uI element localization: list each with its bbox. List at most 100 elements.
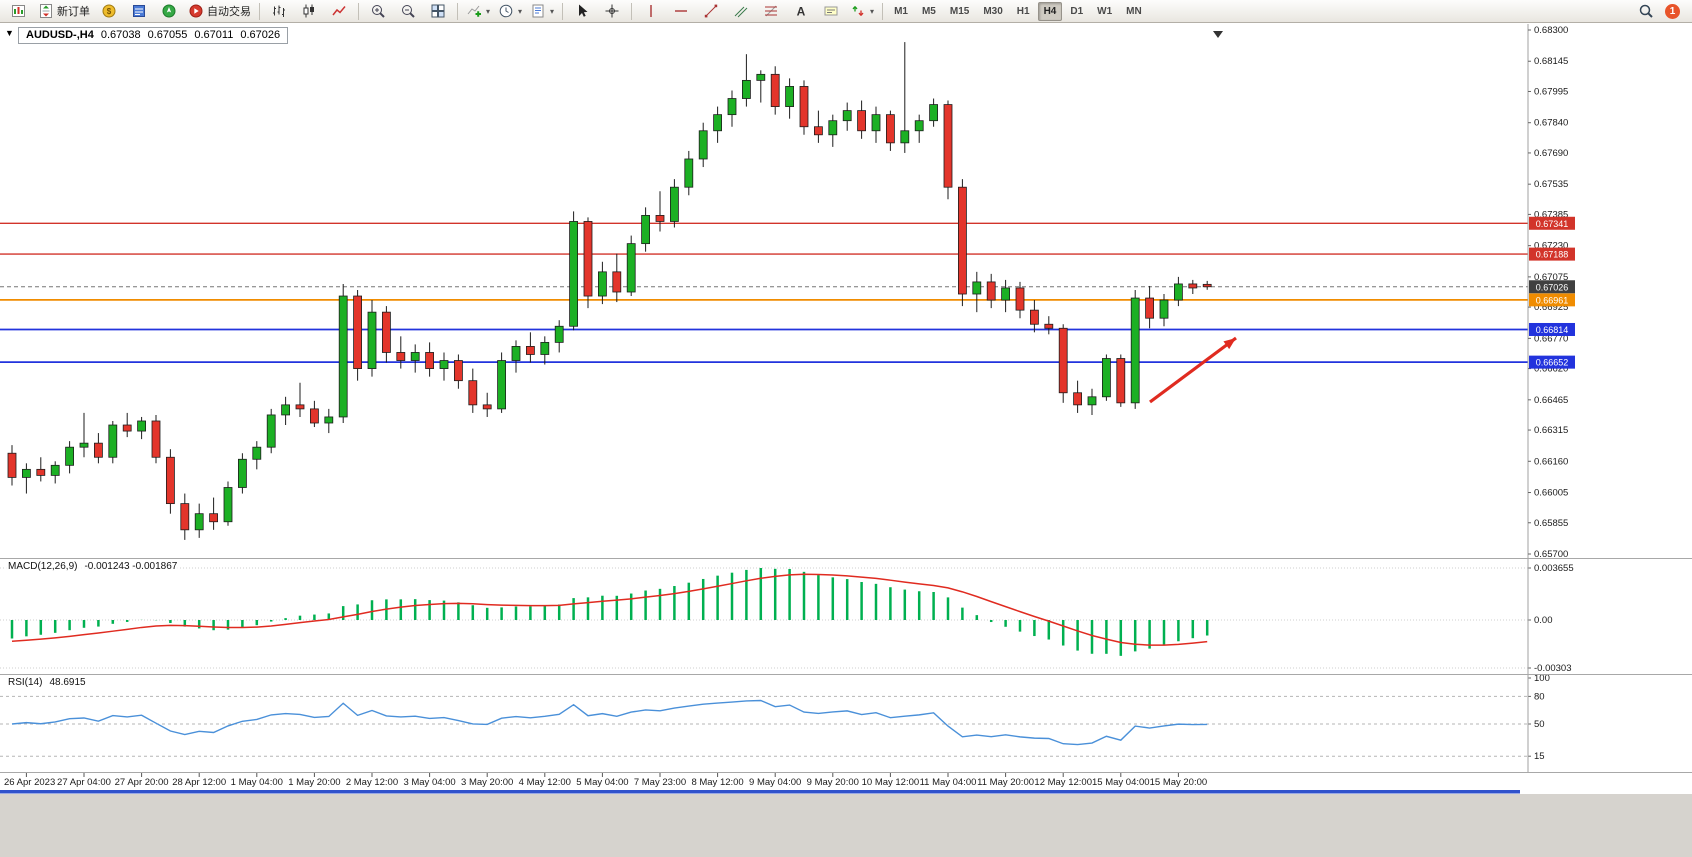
data-window-icon [133,5,145,17]
candle [381,306,391,363]
chart-shift-marker-icon[interactable] [1213,31,1223,38]
candle [1102,354,1111,401]
candle [742,54,751,107]
zoom-out-button[interactable] [393,0,423,22]
templates-button[interactable]: ▾ [526,0,558,22]
candle [655,191,665,232]
search-button[interactable] [1631,0,1661,22]
close-value: 0.67026 [240,29,281,41]
text-button[interactable]: A [786,0,816,22]
autotrading-button[interactable]: 自动交易 [184,0,255,22]
candle [151,414,161,464]
price-tag: 0.67026 [1529,280,1575,294]
svg-text:0.67840: 0.67840 [1534,118,1568,129]
macd-signal-line [11,573,1208,646]
candle [324,408,334,434]
horizontal-scrollbar[interactable] [0,790,1520,794]
candle [281,396,291,426]
date-label: 15 May 20:00 [1150,777,1208,788]
new-order-button[interactable]: 新订单 [34,0,94,22]
new-order-icon [40,4,52,18]
periods-icon [499,4,513,18]
new-order-button-label: 新订单 [57,6,90,18]
annotations-layer[interactable] [1149,336,1237,404]
trend-arrow[interactable] [1149,336,1237,404]
candle [36,457,46,482]
candle [554,320,564,353]
candle [1073,380,1082,413]
date-label: 3 May 20:00 [461,777,513,788]
fibonacci-icon [765,5,778,17]
svg-text:0.67230: 0.67230 [1534,241,1568,252]
candle [612,253,622,303]
candle [871,106,881,143]
svg-text:15: 15 [1534,751,1545,762]
dropdown-caret-icon: ▾ [518,6,523,16]
candle [756,70,766,103]
date-label: 2 May 12:00 [346,777,398,788]
templates-icon [532,4,544,18]
timeframe-d1[interactable]: D1 [1070,5,1084,17]
channel-button[interactable] [726,0,756,22]
date-label: 3 May 04:00 [403,777,455,788]
timeframe-m5[interactable]: M5 [921,5,936,17]
tile-windows-button[interactable] [423,0,453,22]
svg-text:A: A [797,5,806,19]
candle [7,445,17,486]
navigator-button[interactable] [154,0,184,22]
time-axis[interactable]: 26 Apr 2023 27 Apr 04:00 27 Apr 20:00 28 Ap… [4,772,1207,788]
candle [1001,279,1010,313]
svg-text:0.68300: 0.68300 [1534,25,1568,36]
timeframe-m30[interactable]: M30 [983,5,1003,17]
symbol-period-label: AUDUSD-,H4 [26,29,94,41]
candle [180,493,190,540]
candlestick-button[interactable] [294,0,324,22]
svg-text:0.68145: 0.68145 [1534,56,1568,67]
candles-layer [7,42,1212,540]
timeframe-w1[interactable]: W1 [1097,5,1113,17]
vertical-line-button[interactable] [636,0,666,22]
candle [670,179,679,228]
notification-badge[interactable]: 1 [1665,3,1680,19]
timeframe-h4[interactable]: H4 [1037,1,1063,21]
new-chart-button[interactable] [4,0,34,22]
text-label-button[interactable] [816,0,846,22]
level-lines[interactable] [0,222,1528,364]
trendline-button[interactable] [696,0,726,22]
timeframe-mn[interactable]: MN [1126,5,1142,17]
market-watch-button[interactable]: $ [94,0,124,22]
crosshair-button[interactable] [597,0,627,22]
svg-text:0.67341: 0.67341 [1536,219,1569,229]
timeframe-m1[interactable]: M1 [894,5,908,17]
one-click-trading-toggle[interactable]: ▼ [5,28,14,38]
horizontal-line-button[interactable] [666,0,696,22]
svg-text:0.00: 0.00 [1534,615,1553,626]
data-window-button[interactable] [124,0,154,22]
periods-button[interactable]: ▾ [494,0,526,22]
candle [21,463,31,494]
candle [1058,324,1068,403]
date-label: 27 Apr 20:00 [115,777,169,788]
rsi-line [11,699,1208,746]
indicators-button[interactable]: ▾ [462,0,494,22]
candle [569,211,578,331]
arrows-button[interactable]: ▾ [846,0,878,22]
bar-chart-button[interactable] [264,0,294,22]
date-label: 11 May 04:00 [920,777,977,788]
timeframe-m15[interactable]: M15 [949,5,970,17]
candle [972,271,982,313]
date-label: 28 Apr 12:00 [172,777,226,788]
cursor-button[interactable] [567,0,597,22]
price-tag: 0.66961 [1529,293,1575,307]
candle [338,283,348,423]
candle [1087,388,1097,415]
svg-text:-0.00303: -0.00303 [1534,663,1572,674]
candle [1030,300,1039,333]
line-chart-button[interactable] [324,0,354,22]
zoom-in-button[interactable] [363,0,393,22]
date-label: 1 May 20:00 [288,777,340,788]
fibonacci-button[interactable] [756,0,786,22]
timeframe-h1[interactable]: H1 [1016,5,1030,17]
